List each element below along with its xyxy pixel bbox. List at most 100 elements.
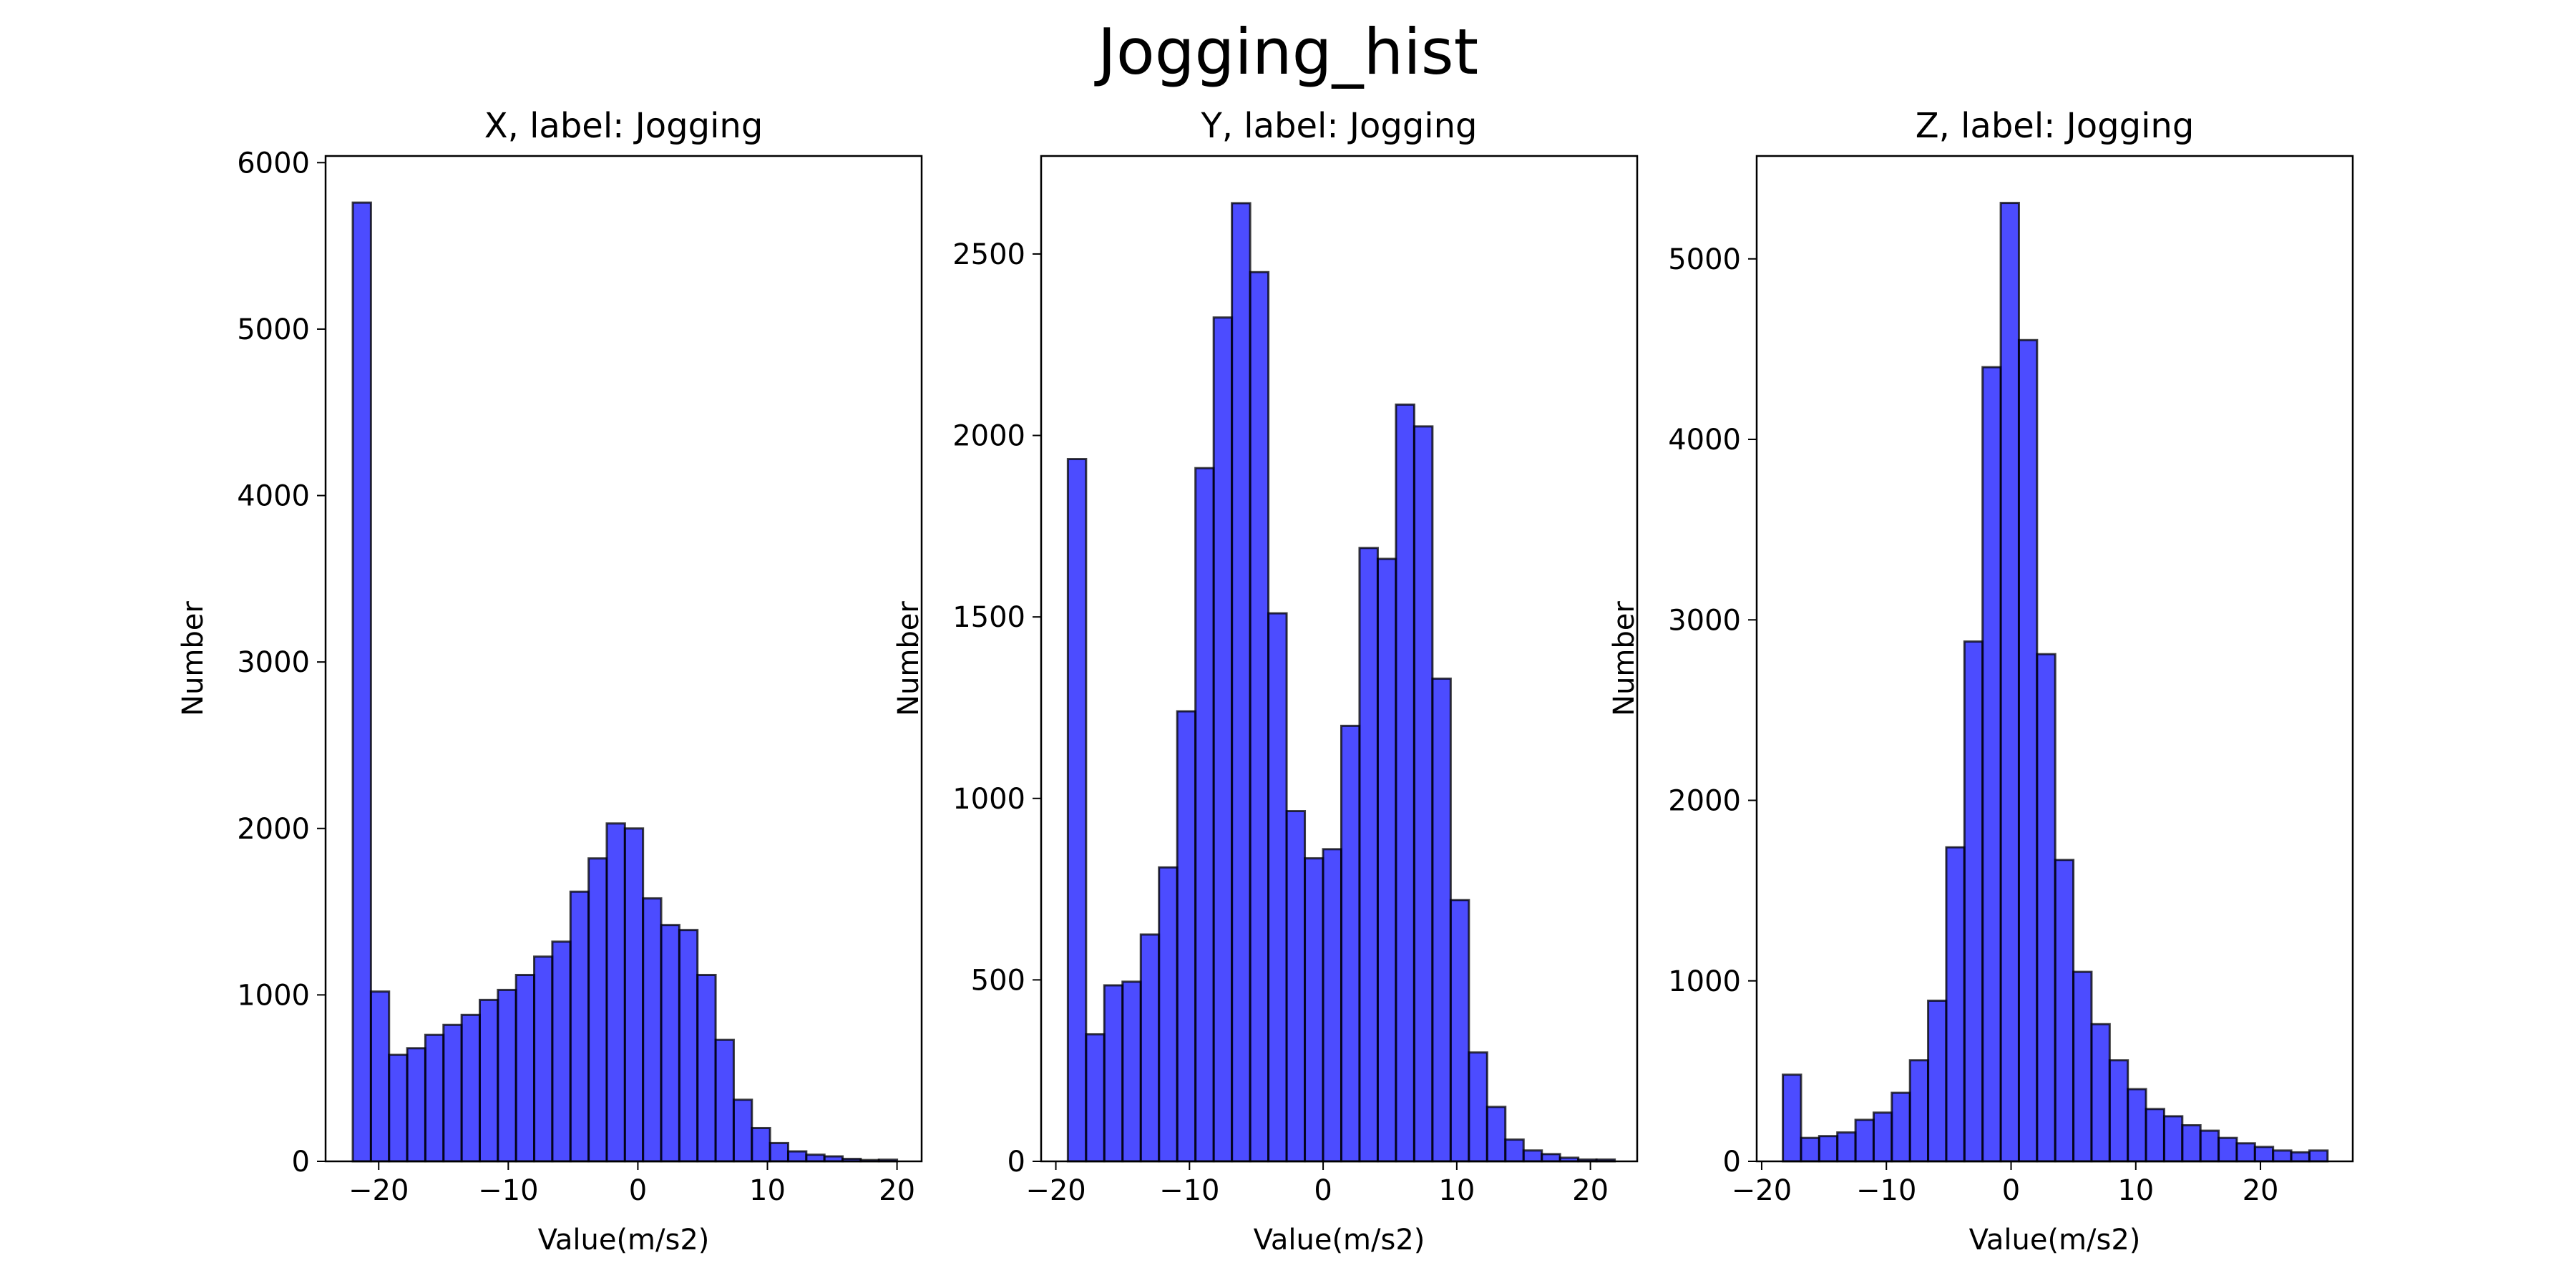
histogram-bar-x	[424, 1033, 445, 1163]
x-tick-label: 20	[879, 1174, 915, 1207]
y-tick-label: 500	[971, 964, 1025, 997]
histogram-bar-y	[1231, 202, 1252, 1163]
histogram-bar-z	[2235, 1142, 2256, 1163]
histogram-bar-z	[2218, 1136, 2238, 1163]
x-tick-label: −20	[1025, 1174, 1085, 1207]
histogram-bar-x	[751, 1126, 771, 1163]
histogram-bar-y	[1103, 984, 1124, 1163]
histogram-bar-z	[1836, 1131, 1857, 1163]
y-tick-label: 1000	[1668, 965, 1741, 998]
subplot-title: Z, label: Jogging	[1916, 106, 2195, 146]
y-tick-label: 0	[1008, 1146, 1025, 1179]
histogram-bar-x	[478, 998, 499, 1163]
histogram-bar-x	[786, 1150, 808, 1163]
histogram-bar-z	[1872, 1111, 1893, 1163]
histogram-bar-y	[1194, 467, 1215, 1163]
histogram-bar-y	[1376, 557, 1397, 1163]
histogram-bar-y	[1139, 933, 1161, 1163]
x-tick-label: −10	[1856, 1174, 1916, 1207]
histogram-bar-x	[388, 1053, 409, 1163]
histogram-bar-x	[351, 201, 372, 1163]
y-tick-label: 5000	[237, 313, 310, 346]
histogram-bar-z	[1908, 1059, 1930, 1163]
x-tick-label: 20	[1572, 1174, 1609, 1207]
x-tick-label: −20	[1732, 1174, 1792, 1207]
histogram-bar-z	[2017, 338, 2039, 1163]
x-tick-label: −10	[1159, 1174, 1219, 1207]
x-axis-label: Value(m/s2)	[1969, 1224, 2141, 1257]
histogram-bar-z	[2253, 1146, 2275, 1163]
histogram-bar-x	[369, 990, 391, 1163]
y-tick-label: 2500	[952, 238, 1025, 271]
histogram-bar-x	[696, 973, 717, 1163]
y-tick-label: 4000	[237, 480, 310, 513]
histogram-bar-x	[442, 1023, 463, 1163]
y-axis-label: Number	[177, 601, 210, 716]
histogram-bar-x	[642, 897, 663, 1163]
histogram-bar-y	[1541, 1153, 1561, 1163]
histogram-bar-y	[1413, 425, 1434, 1163]
histogram-bar-z	[1945, 846, 1966, 1163]
histogram-bar-y	[1304, 857, 1324, 1163]
histogram-bar-y	[1358, 547, 1379, 1163]
x-tick-label: 10	[2117, 1174, 2154, 1207]
histogram-bar-x	[460, 1013, 481, 1163]
histogram-bar-y	[1085, 1033, 1106, 1163]
y-tick-label: 2000	[1668, 785, 1741, 818]
y-tick-label: 4000	[1668, 424, 1741, 457]
histogram-bar-y	[1121, 980, 1142, 1163]
histogram-bar-y	[1522, 1149, 1543, 1163]
histogram-bar-y	[1395, 403, 1415, 1163]
x-tick-label: 10	[749, 1174, 786, 1207]
x-tick-label: 10	[1438, 1174, 1475, 1207]
x-axis-label: Value(m/s2)	[1254, 1224, 1425, 1257]
subplot-title: Y, label: Jogging	[1200, 106, 1477, 146]
subplot-title: X, label: Jogging	[484, 106, 763, 146]
histogram-bar-x	[678, 929, 699, 1163]
histogram-bar-y	[1431, 677, 1452, 1163]
y-tick-label: 2000	[952, 420, 1025, 453]
x-tick-label: −10	[478, 1174, 538, 1207]
y-tick-label: 6000	[237, 147, 310, 180]
histogram-bar-y	[1340, 724, 1361, 1163]
histogram-bar-z	[2290, 1151, 2311, 1163]
histogram-bar-z	[2272, 1149, 2293, 1163]
histogram-bar-z	[2162, 1115, 2184, 1163]
axes-frame-x	[324, 155, 923, 1163]
x-axis-label: Value(m/s2)	[538, 1224, 710, 1257]
histogram-bar-y	[1066, 458, 1088, 1163]
histogram-bar-x	[497, 988, 517, 1163]
y-tick-label: 0	[292, 1146, 310, 1179]
x-tick-label: 0	[629, 1174, 647, 1207]
x-tick-label: −20	[348, 1174, 409, 1207]
axes-frame-y	[1040, 155, 1639, 1163]
histogram-bar-x	[805, 1153, 826, 1163]
histogram-bar-x	[406, 1047, 426, 1163]
histogram-bar-z	[1999, 202, 2020, 1163]
histogram-bar-y	[1176, 710, 1197, 1163]
x-tick-label: 20	[2243, 1174, 2279, 1207]
histogram-bar-z	[2308, 1149, 2329, 1163]
histogram-bar-x	[587, 857, 608, 1163]
y-axis-label: Number	[1608, 601, 1641, 716]
histogram-bar-x	[769, 1141, 789, 1163]
y-tick-label: 2000	[237, 813, 310, 846]
y-tick-label: 1500	[952, 601, 1025, 634]
y-tick-label: 1000	[237, 979, 310, 1012]
histogram-bar-z	[2181, 1124, 2202, 1163]
histogram-bar-z	[2036, 653, 2057, 1163]
histogram-bar-x	[660, 924, 680, 1163]
histogram-bar-x	[514, 973, 536, 1163]
histogram-bar-y	[1212, 316, 1234, 1163]
histogram-bar-x	[533, 955, 554, 1163]
x-tick-label: 0	[2002, 1174, 2020, 1207]
histogram-bar-y	[1285, 810, 1307, 1163]
histogram-bar-y	[1449, 899, 1470, 1163]
histogram-bar-z	[2072, 970, 2093, 1163]
histogram-bar-z	[1818, 1135, 1839, 1163]
y-tick-label: 3000	[1668, 604, 1741, 637]
histogram-bar-z	[1927, 1000, 1948, 1163]
y-tick-label: 5000	[1668, 243, 1741, 276]
